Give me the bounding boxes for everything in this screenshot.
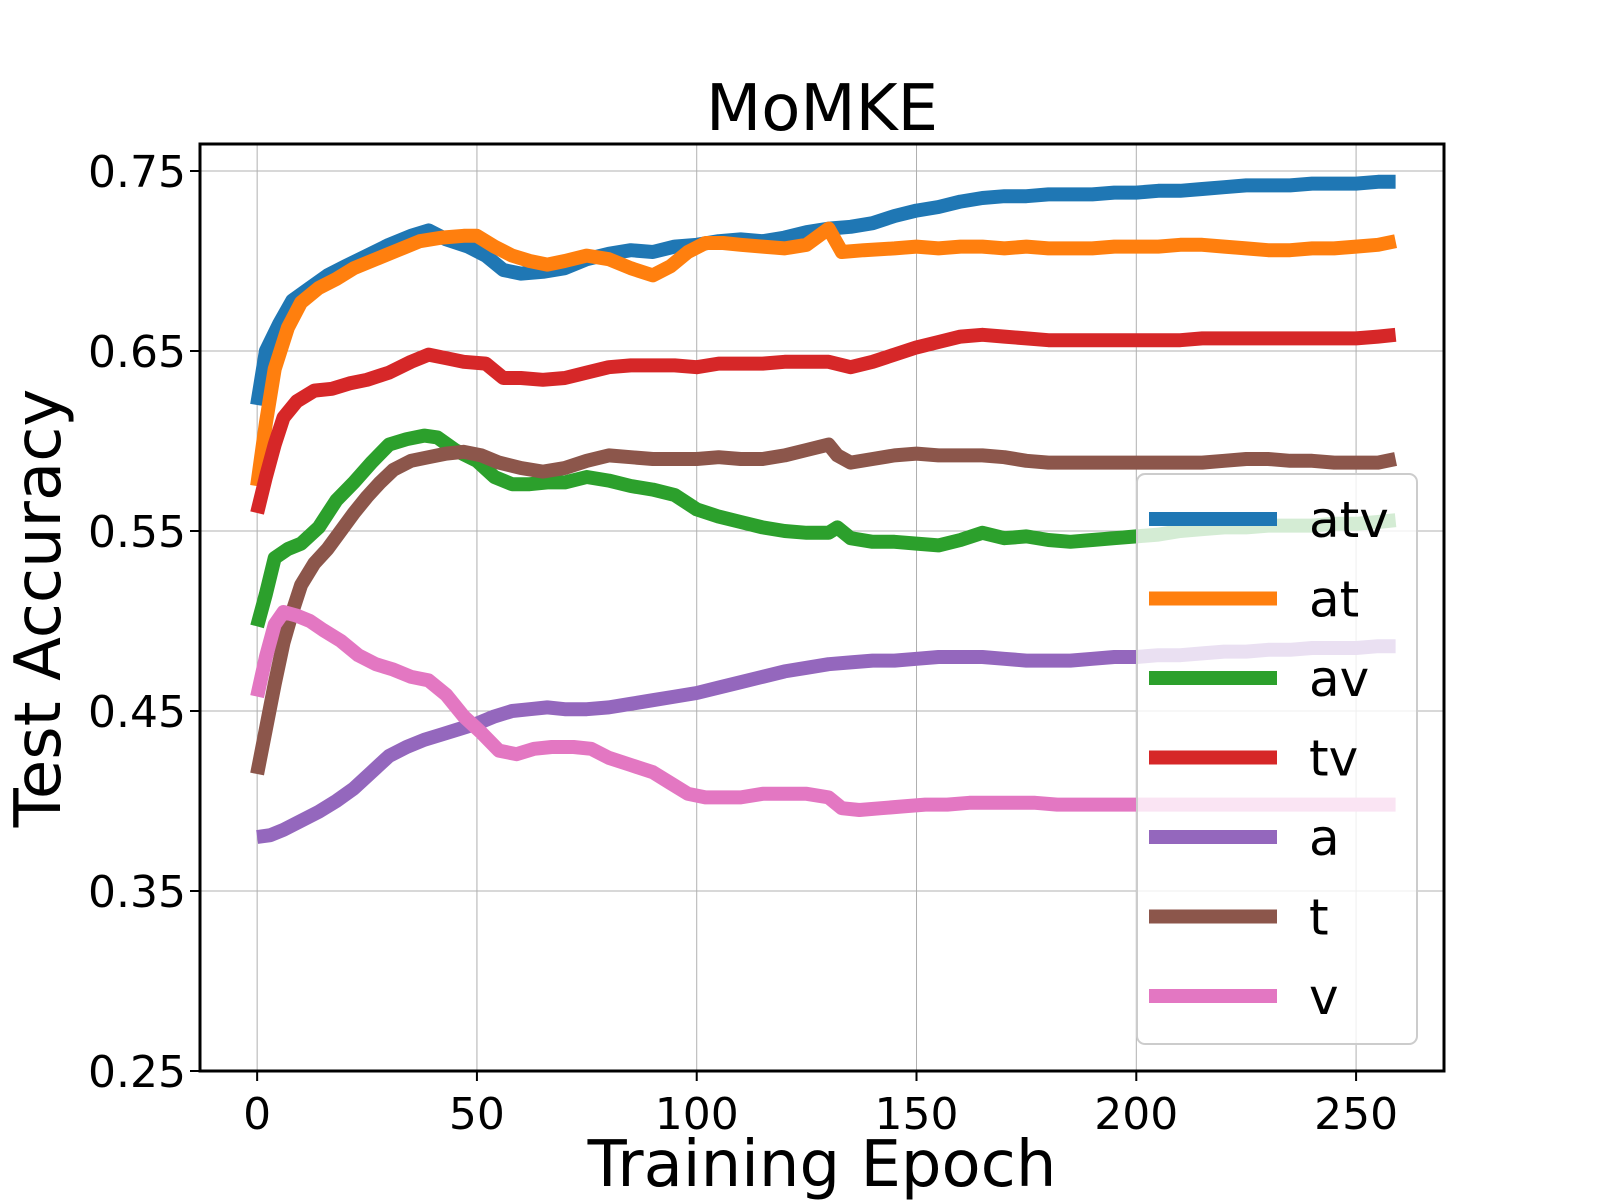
x-axis-ticks: 0 50 100 150 200 250 — [243, 1071, 1398, 1140]
y-tick-label: 0.65 — [88, 327, 186, 378]
legend-label-a: a — [1309, 809, 1340, 867]
series-line-tv — [250, 327, 1397, 515]
legend-label-tv: tv — [1309, 730, 1358, 788]
y-tick-label: 0.45 — [88, 687, 186, 738]
y-axis-ticks: 0.25 0.35 0.45 0.55 0.65 0.75 — [88, 147, 200, 1098]
y-tick-label: 0.25 — [88, 1047, 186, 1098]
series-line-at — [250, 221, 1398, 487]
x-tick-label: 100 — [655, 1089, 739, 1140]
x-tick-label: 50 — [449, 1089, 505, 1140]
legend-label-at: at — [1309, 571, 1359, 629]
chart-title: MoMKE — [706, 72, 938, 146]
y-tick-label: 0.75 — [88, 147, 186, 198]
legend-label-atv: atv — [1309, 491, 1389, 549]
plot-frame — [198, 142, 1446, 1073]
legend-label-v: v — [1309, 968, 1339, 1026]
x-tick-label: 0 — [243, 1089, 271, 1140]
x-tick-label: 150 — [875, 1089, 959, 1140]
series-line-atv — [250, 174, 1396, 407]
y-tick-label: 0.35 — [88, 867, 186, 918]
x-tick-label: 250 — [1314, 1089, 1398, 1140]
y-tick-label: 0.55 — [88, 507, 186, 558]
x-axis-label: Training Epoch — [587, 1128, 1057, 1200]
legend-label-t: t — [1309, 889, 1329, 947]
y-axis-label: Test Accuracy — [2, 389, 76, 829]
series-line-t — [250, 437, 1398, 776]
legend-label-av: av — [1309, 650, 1369, 708]
x-tick-label: 200 — [1094, 1089, 1178, 1140]
